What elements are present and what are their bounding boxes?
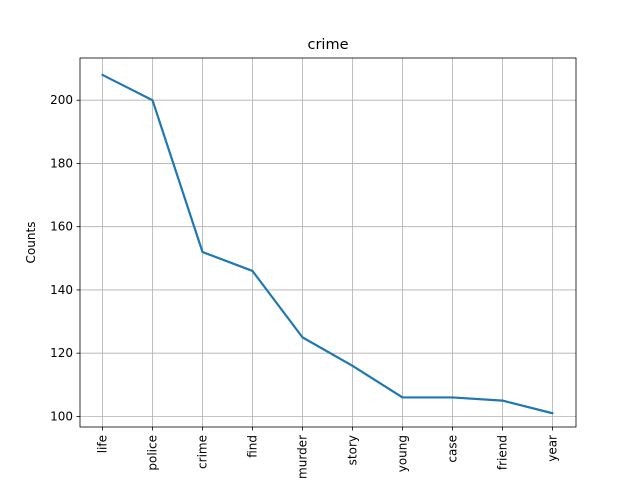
x-tick-label: police [146, 435, 160, 471]
x-tick-label: murder [296, 435, 310, 479]
plot-frame [80, 58, 576, 427]
x-tick-label: year [546, 435, 560, 462]
series-line [103, 75, 553, 413]
y-axis: 100 120 140 160 180 200 [50, 93, 80, 423]
x-tick-label: story [346, 435, 360, 465]
x-tick-label: find [246, 435, 260, 458]
y-tick-label: 120 [50, 346, 73, 360]
grid-layer [80, 58, 576, 427]
x-tick-label: crime [196, 435, 210, 469]
x-tick-label: friend [496, 435, 510, 470]
y-axis-label: Counts [24, 222, 38, 264]
x-tick-label: case [446, 435, 460, 463]
y-tick-label: 160 [50, 220, 73, 234]
series-layer [102, 75, 552, 413]
y-tick-label: 200 [50, 93, 73, 107]
x-tick-label: life [96, 435, 110, 453]
x-axis: life police crime find murder story young case f… [96, 427, 560, 479]
chart-title: crime [307, 37, 348, 53]
y-tick-label: 100 [50, 409, 73, 423]
y-tick-label: 180 [50, 156, 73, 170]
y-tick-label: 140 [50, 283, 73, 297]
x-tick-label: young [396, 435, 410, 472]
